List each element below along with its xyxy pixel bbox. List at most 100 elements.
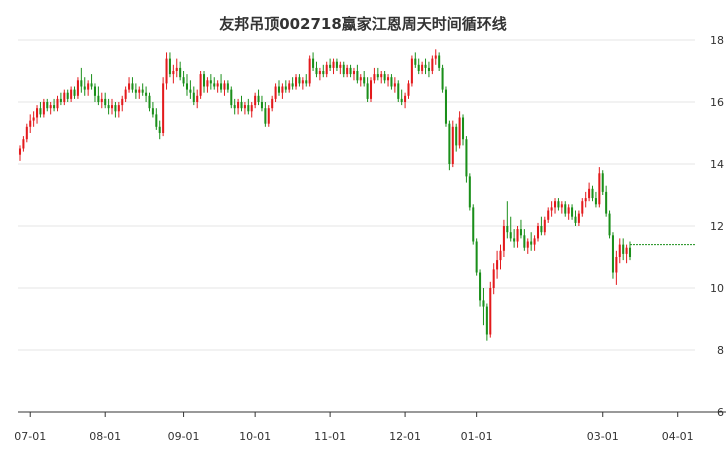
candle (49, 102, 52, 115)
candle-body (301, 80, 304, 84)
candle-body (203, 74, 206, 87)
candle-body (414, 58, 417, 65)
candle-body (185, 83, 189, 90)
candle-body (523, 235, 526, 248)
candle-body (335, 61, 338, 68)
candle-body (233, 105, 236, 109)
candle-body (441, 67, 444, 90)
candle-body (49, 105, 52, 109)
candle (387, 74, 390, 87)
candle-body (485, 306, 488, 335)
candle (165, 52, 168, 90)
candle-body (342, 64, 345, 75)
candle (393, 77, 396, 93)
candle (298, 74, 301, 87)
candle (496, 250, 499, 279)
candle (588, 182, 591, 202)
candle-body (393, 83, 396, 87)
candle (611, 232, 614, 279)
candle-body (226, 83, 229, 90)
candle-body (584, 198, 587, 202)
candle-body (421, 64, 424, 71)
y-tick-label: 12 (710, 220, 724, 233)
candle (383, 71, 386, 84)
candle (530, 232, 533, 251)
candle-body (128, 83, 131, 90)
candle (509, 216, 512, 242)
candle-body (387, 77, 390, 81)
candle (257, 89, 260, 106)
candle (80, 67, 83, 93)
candle (267, 105, 270, 127)
candle (117, 102, 120, 118)
candle (206, 77, 209, 93)
candle-body (291, 83, 294, 87)
candle-body (618, 244, 621, 257)
candle (175, 58, 178, 78)
candle-body (465, 139, 468, 177)
candle (577, 210, 580, 226)
candle (366, 77, 369, 102)
candle-body (66, 92, 69, 99)
candle-body (165, 58, 168, 84)
candle-body (63, 92, 66, 102)
candle (329, 58, 332, 71)
candle (622, 238, 625, 261)
y-tick-label: 14 (710, 158, 724, 171)
candle (247, 98, 250, 115)
candle (97, 86, 100, 106)
candle-body (451, 126, 454, 164)
y-tick-label: 8 (717, 344, 724, 357)
candle-body (516, 229, 519, 242)
candle (124, 86, 127, 102)
candle (421, 61, 424, 75)
candle-body (373, 74, 376, 81)
candle-body (104, 98, 107, 106)
candle-body (250, 105, 253, 112)
candle (322, 64, 325, 78)
candle (250, 102, 253, 118)
candle (468, 173, 471, 211)
candle-body (230, 89, 233, 106)
candle (441, 64, 444, 93)
candle (182, 71, 185, 87)
candle (32, 111, 35, 127)
candle-body (410, 58, 413, 84)
candle (335, 58, 338, 71)
candle (240, 95, 243, 112)
candle-body (151, 108, 154, 115)
candle (543, 216, 546, 236)
candle-body (46, 102, 49, 109)
candle (90, 74, 93, 90)
candle-body (312, 58, 315, 68)
candle (594, 191, 597, 208)
candle-body (59, 98, 62, 102)
candle-body (182, 77, 185, 84)
candle (83, 77, 86, 96)
candle-body (206, 80, 209, 87)
candle-body (622, 244, 625, 254)
candle-body (346, 67, 349, 75)
candle-body (591, 188, 594, 199)
candle-body (479, 272, 482, 301)
candle-body (588, 188, 591, 199)
candle (571, 204, 574, 220)
x-tick-label: 11-01 (314, 430, 346, 443)
candle-body (53, 105, 56, 109)
candle (274, 83, 277, 102)
candle-body (179, 67, 182, 78)
candle (567, 204, 570, 220)
candle (18, 145, 22, 161)
candle-body (363, 77, 366, 84)
candle (482, 288, 485, 326)
candle (554, 198, 557, 214)
candle-body (223, 83, 226, 90)
candle (53, 98, 56, 112)
x-tick-label: 04-01 (662, 430, 694, 443)
candle (305, 74, 308, 87)
x-tick-label: 07-01 (14, 430, 46, 443)
candle (373, 67, 376, 84)
candle-body (93, 86, 96, 96)
candle-body (444, 89, 447, 124)
